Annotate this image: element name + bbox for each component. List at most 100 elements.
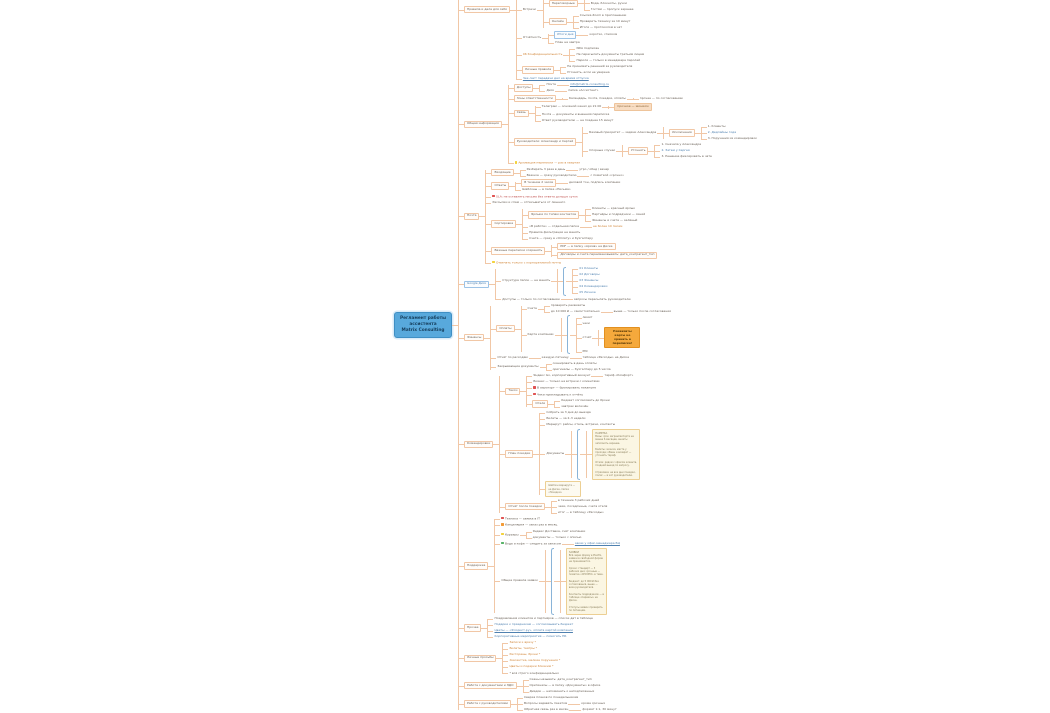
topic-node[interactable]: Доступы — только по согласованию bbox=[501, 297, 561, 302]
topic-node[interactable]: Базовый приоритет — задачи Александра bbox=[588, 130, 657, 135]
topic-node[interactable]: Маршрут: рейсы, отель, встречи, контакты bbox=[545, 423, 616, 428]
topic-node[interactable]: Курьеры bbox=[500, 532, 519, 537]
topic-node[interactable]: бюджет согласовать до брони bbox=[560, 398, 610, 403]
topic-node[interactable]: запросы пересылать руководителю bbox=[573, 297, 632, 302]
topic-node[interactable]: Почта — документы и внешняя переписка bbox=[541, 112, 611, 117]
topic-node[interactable]: Общие правила заявок bbox=[500, 579, 539, 584]
topic-node[interactable]: Структура папок — не менять bbox=[501, 279, 551, 284]
central-topic[interactable]: Регламент работы ассистента Matrix Consu… bbox=[394, 312, 452, 339]
topic-node[interactable]: Корпоративные мероприятия — помогать HR bbox=[493, 635, 567, 640]
topic-node[interactable]: документы — только с описью bbox=[532, 535, 583, 540]
topic-node[interactable]: Подарки к праздникам — согласовывать бюд… bbox=[493, 622, 574, 627]
topic-node[interactable]: Ответы bbox=[491, 182, 509, 189]
topic-node[interactable]: Командировки bbox=[464, 441, 493, 448]
topic-node[interactable]: чеки, посадочные, счета отеля bbox=[557, 504, 608, 509]
topic-node[interactable]: Поддержка bbox=[464, 562, 488, 569]
note-node[interactable]: ПАМЯТКА Визы: срок загранпаспорта не мен… bbox=[592, 429, 640, 480]
topic-node[interactable]: Яндекс Доставка, счёт компании bbox=[532, 529, 587, 534]
topic-node[interactable]: Яндекс Go, корпоративный аккаунт bbox=[532, 374, 591, 379]
topic-node[interactable]: Телеграм — основной канал до 21:00 bbox=[541, 105, 603, 110]
topic-node[interactable]: Календарь, почта, поездки, оплаты bbox=[568, 96, 627, 101]
topic-node[interactable]: формат 1:1, 30 минут bbox=[581, 707, 617, 712]
link-topic[interactable]: заказ у офис-менеджера БЦ bbox=[574, 541, 621, 546]
topic-node[interactable]: Личные просьбы bbox=[464, 655, 496, 662]
topic-node[interactable]: Рассылки и спам — отписываться от лишнег… bbox=[491, 200, 566, 205]
topic-node[interactable]: Диск bbox=[545, 89, 555, 94]
topic-node[interactable]: Партнёры и подрядчики — синий bbox=[591, 213, 646, 218]
topic-node[interactable]: с пометкой «срочно» bbox=[589, 173, 624, 178]
topic-node[interactable]: Не пересылать документы третьим лицам bbox=[575, 52, 645, 57]
topic-node[interactable]: Работа с руководителями bbox=[464, 700, 511, 707]
topic-node[interactable]: Встречи bbox=[522, 7, 537, 12]
topic-node[interactable]: Спорные случаи bbox=[588, 149, 616, 154]
note-node[interactable]: ЗАЯВКИ Всё через форму в Planfix, заявки… bbox=[566, 548, 607, 615]
topic-node[interactable]: Поздравления клиентов и партнёров — спис… bbox=[493, 616, 593, 621]
topic-node[interactable]: Пароли — только в менеджере паролей bbox=[575, 58, 641, 63]
topic-node[interactable]: 01 Клиенты bbox=[578, 267, 599, 272]
link-topic[interactable]: Чек-лист передачи дел на время отпуска bbox=[522, 77, 590, 82]
topic-node[interactable]: 06 Конфиденциальность bbox=[522, 52, 564, 57]
topic-node[interactable]: * всё строго конфиденциально bbox=[508, 671, 560, 676]
topic-node[interactable]: Отчёт по расходам bbox=[496, 355, 528, 360]
topic-node[interactable]: тариф «Комфорт» bbox=[603, 374, 634, 379]
topic-node[interactable]: Клиенты — красный ярлык bbox=[591, 206, 636, 211]
topic-node[interactable]: 03 Финансы bbox=[578, 279, 599, 284]
topic-node[interactable]: итог — в таблицу «Расходы» bbox=[557, 510, 605, 515]
topic-node[interactable]: Канцелярия — заказ раз в месяц bbox=[500, 523, 558, 528]
topic-node[interactable]: Итоги — протоколом в чат bbox=[579, 25, 623, 30]
topic-node[interactable]: Сканы называть: дата_контрагент_тип bbox=[529, 677, 593, 682]
topic-node[interactable]: «В работе» — отдельная папка bbox=[528, 225, 580, 230]
topic-node[interactable]: Ссылка Zoom в приглашении bbox=[579, 13, 628, 18]
topic-node[interactable]: Цветы и подарки близким * bbox=[508, 665, 554, 670]
topic-node[interactable]: Руководители: Александр и Сергей bbox=[514, 138, 576, 145]
topic-node[interactable]: Сортировка bbox=[491, 220, 516, 227]
topic-node[interactable]: Вода, блокноты, ручки bbox=[590, 1, 628, 6]
topic-node[interactable]: Химчистка, мелкие поручения * bbox=[508, 659, 561, 664]
topic-node[interactable]: Переговорные bbox=[549, 0, 578, 7]
link-topic[interactable]: info@matrix-consulting.ru bbox=[569, 83, 610, 88]
link-topic[interactable]: Цветы — «Флорист.ру», оплата картой комп… bbox=[493, 628, 573, 633]
topic-node[interactable]: Доступы bbox=[514, 84, 534, 91]
topic-node[interactable]: Проверить технику за 10 минут bbox=[579, 19, 632, 24]
topic-node[interactable]: Билеты — за 2–3 недели bbox=[545, 417, 586, 422]
topic-node[interactable]: 2. Затем у Сергея bbox=[660, 149, 690, 154]
topic-node[interactable]: Закрывающие документы bbox=[496, 364, 539, 369]
topic-node[interactable]: Отчётность bbox=[522, 36, 542, 41]
topic-node[interactable]: Диадок — напоминать о неподписанных bbox=[529, 689, 596, 694]
topic-node[interactable]: SLA: не оставлять письма без ответа доль… bbox=[491, 194, 578, 199]
topic-node[interactable]: папка «Ассистент» bbox=[567, 89, 599, 94]
topic-node[interactable]: 1. Клиенты bbox=[707, 124, 727, 129]
topic-node[interactable]: Архивация переписки — раз в квартал bbox=[514, 161, 581, 166]
topic-node[interactable]: Почта bbox=[464, 213, 479, 220]
topic-node[interactable]: Бизнес — только на встречи с клиентами bbox=[532, 380, 600, 385]
topic-node[interactable]: чеки bbox=[582, 321, 591, 326]
topic-node[interactable]: Ответ руководителю — не позднее 15 минут bbox=[541, 118, 615, 123]
topic-node[interactable]: Вопросы задавать пакетом bbox=[523, 701, 568, 706]
topic-node[interactable]: Документы bbox=[545, 452, 565, 457]
topic-node[interactable]: Зоны ответственности bbox=[514, 95, 556, 102]
topic-node[interactable]: Финансы bbox=[464, 334, 484, 341]
topic-node[interactable]: 04 Командировки bbox=[578, 285, 608, 290]
topic-node[interactable]: Чеки прикладывать к отчёту bbox=[532, 392, 584, 397]
topic-node[interactable]: План поездки bbox=[505, 450, 533, 457]
topic-node[interactable]: 3. Поручения из командировок bbox=[707, 136, 758, 141]
topic-node[interactable]: сканировать в день оплаты bbox=[552, 361, 598, 366]
topic-node[interactable]: Правила фильтрации не менять bbox=[528, 231, 581, 236]
topic-node[interactable]: Отвечать только с корпоративной почты bbox=[491, 260, 562, 265]
topic-node[interactable]: Личные правила bbox=[522, 66, 554, 73]
topic-node[interactable]: прочее — по согласованию bbox=[639, 96, 684, 101]
topic-node[interactable]: Карта компании bbox=[527, 332, 555, 337]
topic-node[interactable]: В течение 2 часов bbox=[521, 179, 556, 186]
topic-node[interactable]: 2. Дедлайны года bbox=[707, 130, 737, 135]
topic-node[interactable]: Правила и дела для себя bbox=[464, 6, 510, 13]
topic-node[interactable]: Работа с документами и ЭДО bbox=[464, 682, 517, 689]
topic-node[interactable]: кроме срочных bbox=[580, 701, 606, 706]
topic-node[interactable]: Такси bbox=[505, 388, 520, 395]
topic-node[interactable]: Сверка планов по понедельникам bbox=[523, 695, 579, 700]
topic-node[interactable]: Уточнять, если не уверена bbox=[566, 70, 610, 75]
topic-node[interactable]: Почта bbox=[545, 83, 556, 88]
topic-node[interactable]: Счета bbox=[527, 306, 538, 311]
topic-node[interactable]: Не принимать решений за руководителя bbox=[566, 64, 633, 69]
topic-node[interactable]: Договоры и счета переименовывать: дата_к… bbox=[557, 252, 657, 259]
topic-node[interactable]: проверять реквизиты bbox=[550, 303, 586, 308]
